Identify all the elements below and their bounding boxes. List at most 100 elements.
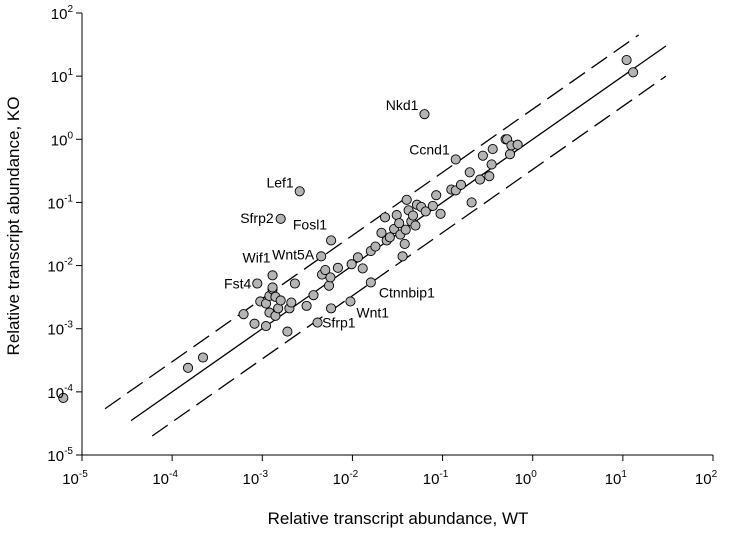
tick-label-base: 10 bbox=[47, 322, 64, 339]
gene-label-ccnd1: Ccnd1 bbox=[409, 141, 450, 157]
data-point bbox=[238, 309, 249, 320]
data-point-ctnnbip1 bbox=[365, 277, 376, 288]
gene-label-ctnnbip1: Ctnnbip1 bbox=[379, 284, 435, 300]
data-point bbox=[384, 232, 395, 243]
y-tick-label: 10-5 bbox=[47, 446, 73, 465]
y-tick-label: 100 bbox=[51, 130, 74, 149]
x-tick-label: 10-2 bbox=[333, 469, 359, 488]
y-tick-label: 102 bbox=[51, 4, 74, 23]
reference-line-lower-3-fold bbox=[151, 75, 667, 437]
x-tick-label: 10-3 bbox=[242, 469, 268, 488]
data-point bbox=[325, 272, 336, 283]
data-point bbox=[466, 197, 477, 208]
gene-label-wif1: Wif1 bbox=[243, 249, 271, 265]
data-point-sfrp1 bbox=[326, 303, 337, 314]
data-point bbox=[621, 54, 632, 66]
tick-label-exponent: -3 bbox=[64, 320, 73, 331]
tick-label-exponent: 0 bbox=[67, 130, 73, 141]
data-point bbox=[420, 206, 431, 217]
tick-label-exponent: -2 bbox=[349, 469, 358, 480]
data-point bbox=[394, 218, 405, 229]
tick-label-base: 10 bbox=[51, 6, 68, 23]
tick-label-exponent: 1 bbox=[67, 67, 73, 78]
data-point bbox=[370, 241, 381, 252]
gene-label-nkd1: Nkd1 bbox=[386, 97, 419, 113]
data-point bbox=[267, 282, 278, 293]
axes bbox=[81, 13, 713, 456]
tick-label-base: 10 bbox=[47, 259, 64, 276]
gene-label-sfrp2: Sfrp2 bbox=[240, 210, 274, 226]
gene-label-wnt5a: Wnt5A bbox=[272, 246, 315, 262]
tick-label-base: 10 bbox=[51, 132, 68, 149]
data-point bbox=[379, 212, 391, 223]
data-point bbox=[197, 352, 209, 363]
data-point bbox=[464, 167, 475, 178]
data-point bbox=[312, 317, 323, 328]
data-point-wnt5a bbox=[316, 251, 327, 262]
data-point bbox=[301, 300, 312, 311]
x-tick-label: 10-5 bbox=[62, 469, 88, 488]
x-tick-label: 102 bbox=[695, 469, 718, 488]
gene-label-lef1: Lef1 bbox=[266, 174, 293, 190]
tick-marks bbox=[76, 12, 714, 461]
x-tick-label: 10-1 bbox=[423, 469, 449, 488]
data-point bbox=[308, 290, 319, 301]
tick-label-base: 10 bbox=[47, 385, 64, 402]
data-point bbox=[455, 179, 467, 190]
tick-label-base: 10 bbox=[47, 448, 64, 465]
tick-label-exponent: 0 bbox=[531, 469, 537, 480]
data-point bbox=[397, 251, 408, 262]
y-axis-title: Relative transcript abundance, KO bbox=[4, 97, 23, 356]
tick-labels: 10-5 10-4 10-3 10-2 10-1 100 101 10210-510-410-… bbox=[47, 4, 717, 488]
data-point-wnt1 bbox=[345, 296, 356, 307]
tick-label-base: 10 bbox=[51, 69, 68, 86]
data-point bbox=[484, 171, 495, 182]
data-point bbox=[628, 67, 639, 78]
data-point bbox=[275, 295, 286, 306]
data-point bbox=[407, 210, 419, 221]
data-points bbox=[58, 54, 639, 404]
data-point bbox=[376, 227, 387, 238]
tick-label-base: 10 bbox=[605, 471, 622, 488]
data-point-fst4 bbox=[252, 278, 263, 289]
tick-label-exponent: -4 bbox=[169, 469, 178, 480]
tick-label-exponent: -5 bbox=[64, 446, 73, 457]
data-point-lef1 bbox=[294, 186, 305, 197]
tick-label-exponent: -5 bbox=[79, 469, 88, 480]
data-point bbox=[474, 174, 486, 185]
data-point bbox=[289, 278, 300, 289]
data-point bbox=[320, 264, 331, 276]
y-tick-label: 10-2 bbox=[47, 257, 73, 276]
tick-label-exponent: 2 bbox=[67, 4, 73, 15]
data-point bbox=[323, 280, 335, 291]
data-point-sfrp2 bbox=[275, 213, 286, 224]
data-point bbox=[410, 220, 421, 231]
data-point bbox=[487, 144, 498, 155]
x-axis-title: Relative transcript abundance, WT bbox=[268, 509, 529, 528]
tick-label-base: 10 bbox=[47, 195, 64, 212]
tick-label-base: 10 bbox=[423, 471, 440, 488]
gene-label-sfrp1: Sfrp1 bbox=[322, 314, 356, 330]
data-point bbox=[512, 139, 523, 150]
tick-label-exponent: 1 bbox=[621, 469, 627, 480]
data-point bbox=[401, 194, 412, 205]
tick-label-base: 10 bbox=[62, 471, 79, 488]
tick-label-exponent: -2 bbox=[64, 257, 73, 268]
gene-label-wnt1: Wnt1 bbox=[356, 304, 389, 320]
data-point bbox=[332, 262, 343, 273]
data-point bbox=[504, 149, 516, 160]
x-tick-label: 101 bbox=[605, 469, 628, 488]
data-point bbox=[58, 392, 69, 404]
x-tick-label: 100 bbox=[515, 469, 538, 488]
data-point bbox=[352, 252, 363, 263]
tick-label-exponent: -1 bbox=[439, 469, 448, 480]
tick-label-exponent: -3 bbox=[259, 469, 268, 480]
data-point-ccnd1 bbox=[450, 154, 461, 165]
data-point bbox=[346, 259, 357, 270]
data-point-nkd1 bbox=[419, 109, 430, 120]
tick-label-base: 10 bbox=[242, 471, 259, 488]
data-point bbox=[282, 326, 293, 337]
y-tick-label: 101 bbox=[51, 67, 74, 86]
tick-label-base: 10 bbox=[152, 471, 169, 488]
